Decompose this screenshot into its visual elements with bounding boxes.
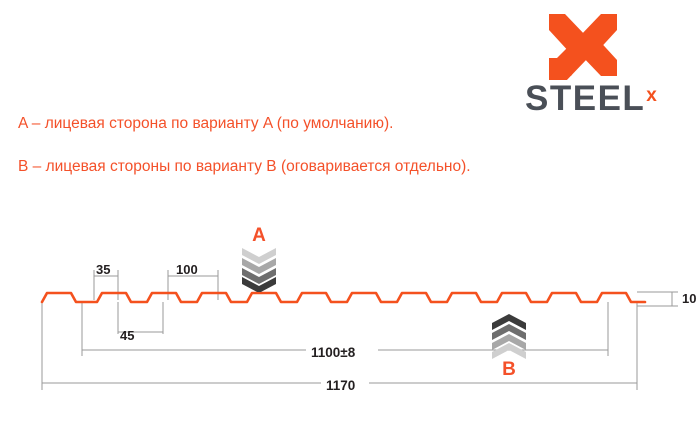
steelx-logo-mark [547, 10, 619, 82]
chevron-up-icon [492, 314, 526, 359]
dimension-label-overall-width: 1170 [326, 378, 356, 393]
chevron-down-icon [242, 247, 276, 293]
dimension-label-working-width: 1100±8 [311, 345, 356, 360]
marker-b-chevrons [488, 314, 530, 360]
marker-b-letter: B [502, 359, 516, 380]
note-variant-b: B – лицевая стороны по варианту B (огова… [18, 158, 471, 175]
dimension-label-rib-top-width: 35 [96, 262, 111, 277]
dimension-label-profile-height: 10 [682, 291, 697, 306]
wordmark-superscript: x [646, 85, 657, 106]
marker-a-letter: A [252, 225, 266, 246]
dimension-label-valley-width: 45 [120, 328, 135, 343]
wordmark-text: STEEL [525, 79, 646, 118]
dimension-label-rib-pitch: 100 [176, 262, 198, 277]
corrugated-profile-line [40, 291, 647, 304]
orientation-marker-b: B [488, 314, 530, 380]
steelx-logo: STEEL x [525, 10, 690, 118]
note-variant-a: A – лицевая сторона по варианту A (по ум… [18, 115, 394, 132]
profile-diagram [0, 210, 700, 405]
steelx-wordmark: STEEL x [525, 79, 690, 118]
marker-a-chevrons [238, 246, 280, 293]
orientation-marker-a: A [238, 225, 280, 293]
